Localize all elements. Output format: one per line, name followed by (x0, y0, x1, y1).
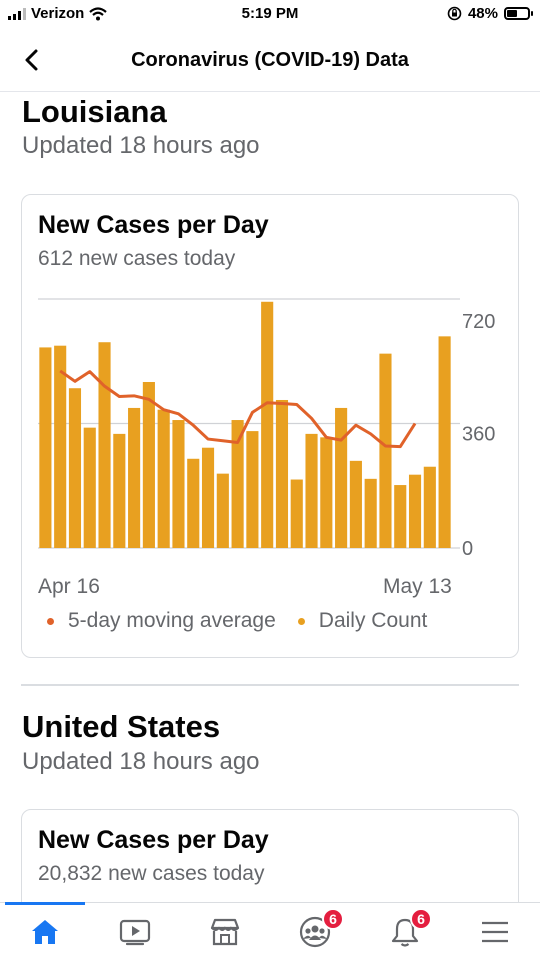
chevron-left-icon[interactable] (18, 46, 46, 74)
card-subtitle: 20,832 new cases today (38, 862, 265, 885)
legend-label: Daily Count (318, 609, 428, 632)
card-subtitle: 612 new cases today (38, 247, 236, 270)
carrier-label: Verizon (31, 5, 85, 22)
daily-count-bar (54, 345, 67, 548)
daily-count-bar (39, 347, 52, 548)
section-divider (21, 684, 519, 686)
daily-count-bar (349, 460, 362, 548)
region-title-louisiana: Louisiana (22, 94, 167, 129)
status-left: Verizon (8, 5, 108, 22)
signal-icon (8, 7, 26, 20)
tab-groups[interactable]: 6 (270, 903, 360, 960)
card-title: New Cases per Day (38, 211, 269, 239)
daily-count-bar (379, 353, 392, 548)
groups-badge: 6 (322, 908, 344, 930)
status-bar: Verizon 5:19 PM 48% (0, 0, 540, 30)
daily-count-bar (438, 336, 451, 548)
main-content: Louisiana Updated 18 hours ago New Cases… (0, 92, 540, 902)
legend-item-moving-average: 5-day moving average (47, 609, 276, 633)
daily-count-bar (275, 399, 289, 548)
y-tick-label: 360 (462, 424, 495, 446)
daily-count-bar (83, 427, 96, 548)
daily-count-bar (320, 437, 333, 548)
active-tab-indicator (5, 902, 85, 905)
daily-count-bar (261, 301, 274, 548)
daily-count-bar (187, 458, 200, 548)
daily-count-bar (216, 473, 229, 548)
daily-count-bar (231, 420, 244, 548)
daily-count-bar (246, 431, 259, 548)
marketplace-icon (210, 918, 240, 946)
daily-count-bar (68, 388, 82, 548)
tab-marketplace[interactable] (180, 903, 270, 960)
y-tick-label: 720 (462, 311, 495, 333)
daily-count-bar (172, 420, 185, 548)
tab-menu[interactable] (450, 903, 540, 960)
daily-count-bar (128, 407, 141, 548)
legend-dot-icon (47, 617, 54, 625)
notifications-badge: 6 (410, 908, 432, 930)
cases-chart: 720 360 0 (38, 298, 495, 560)
daily-count-bar (305, 433, 318, 548)
page-title: Coronavirus (COVID-19) Data (131, 49, 409, 71)
battery-icon (504, 7, 533, 20)
card-title: New Cases per Day (38, 826, 269, 854)
legend-label: 5-day moving average (68, 609, 276, 632)
daily-count-bar (335, 407, 348, 548)
tab-home[interactable] (0, 902, 90, 960)
clock: 5:19 PM (241, 5, 299, 22)
daily-count-bar (157, 409, 170, 548)
x-axis-start-label: Apr 16 (38, 575, 100, 598)
daily-count-bar (201, 447, 215, 548)
daily-count-bar (394, 485, 407, 548)
menu-icon (482, 921, 508, 943)
x-axis-end-label: May 13 (383, 575, 452, 598)
daily-count-bar (113, 433, 126, 548)
region-title-united-states: United States (22, 709, 221, 744)
legend-item-daily-count: Daily Count (297, 609, 428, 633)
chart-card-united-states[interactable]: New Cases per Day 20,832 new cases today (21, 809, 519, 902)
daily-count-bar (98, 342, 111, 548)
legend-dot-icon (297, 617, 305, 625)
region-updated-united-states: Updated 18 hours ago (22, 748, 260, 775)
region-updated-louisiana: Updated 18 hours ago (22, 132, 260, 159)
nav-header: Coronavirus (COVID-19) Data (0, 30, 540, 92)
daily-count-bar (142, 382, 155, 548)
bottom-tab-bar: 6 6 (0, 902, 540, 960)
moving-average-line (59, 369, 417, 449)
chart-card-louisiana[interactable]: New Cases per Day 612 new cases today 72… (21, 194, 519, 658)
chart-legend: 5-day moving average Daily Count (47, 609, 449, 633)
tab-watch[interactable] (90, 903, 180, 960)
daily-count-bar (290, 479, 303, 548)
daily-count-bar (408, 474, 422, 548)
battery-percent: 48% (467, 5, 498, 22)
tab-notifications[interactable]: 6 (360, 903, 450, 960)
y-tick-label: 0 (462, 538, 473, 560)
rotation-lock-icon (447, 6, 462, 21)
groups-icon (299, 916, 331, 948)
wifi-icon (89, 6, 108, 20)
video-icon (119, 919, 151, 946)
home-icon (32, 920, 58, 944)
daily-count-bar (364, 478, 377, 548)
status-right: 48% (447, 5, 533, 22)
daily-count-bar (423, 466, 436, 548)
